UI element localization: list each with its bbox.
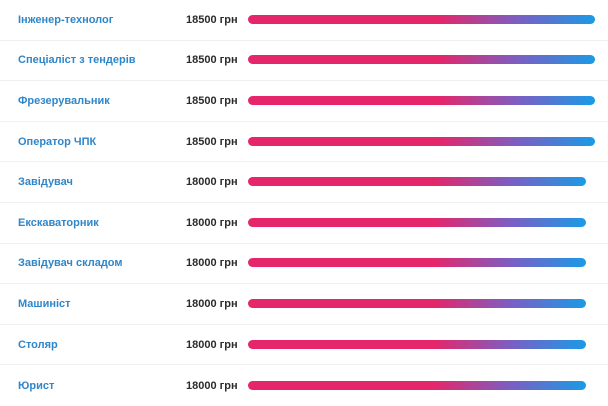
salary-bar-track xyxy=(248,55,595,65)
salary-bar xyxy=(248,217,586,227)
salary-value: 18000 грн xyxy=(186,379,238,392)
salary-bar-track xyxy=(248,380,595,390)
list-item: Інженер-технолог 18500 грн xyxy=(0,0,608,41)
salary-bar xyxy=(248,339,586,349)
list-item: Юрист 18000 грн xyxy=(0,365,608,406)
salary-bar xyxy=(248,380,586,390)
vacancy-title-link[interactable]: Столяр xyxy=(18,338,58,351)
salary-value: 18500 грн xyxy=(186,54,238,67)
vacancy-title-link[interactable]: Екскаваторник xyxy=(18,216,99,229)
vacancy-title-link[interactable]: Завідувач складом xyxy=(18,257,123,270)
list-item: Спеціаліст з тендерів 18500 грн xyxy=(0,41,608,82)
salary-value: 18500 грн xyxy=(186,94,238,107)
salary-bar-track xyxy=(248,258,595,268)
salary-bar xyxy=(248,14,595,24)
list-item: Завідувач складом 18000 грн xyxy=(0,244,608,285)
salary-value: 18000 грн xyxy=(186,257,238,270)
list-item: Машиніст 18000 грн xyxy=(0,284,608,325)
vacancy-title-link[interactable]: Інженер-технолог xyxy=(18,13,114,26)
salary-value: 18000 грн xyxy=(186,297,238,310)
list-item: Оператор ЧПК 18500 грн xyxy=(0,122,608,163)
salary-bar-track xyxy=(248,339,595,349)
salary-bar-track xyxy=(248,298,595,308)
salary-bar-track xyxy=(248,177,595,187)
salary-bar xyxy=(248,177,586,187)
salary-bar-track xyxy=(248,95,595,105)
salary-bar xyxy=(248,95,595,105)
salary-bar xyxy=(248,298,586,308)
vacancy-title-link[interactable]: Машиніст xyxy=(18,297,71,310)
vacancy-title-link[interactable]: Фрезерувальник xyxy=(18,94,110,107)
vacancy-title-link[interactable]: Спеціаліст з тендерів xyxy=(18,54,136,67)
salary-value: 18500 грн xyxy=(186,13,238,26)
salary-value: 18000 грн xyxy=(186,216,238,229)
salary-value: 18000 грн xyxy=(186,176,238,189)
list-item: Екскаваторник 18000 грн xyxy=(0,203,608,244)
salary-bar-track xyxy=(248,217,595,227)
salary-bar xyxy=(248,136,595,146)
vacancy-title-link[interactable]: Завідувач xyxy=(18,176,73,189)
list-item: Завідувач 18000 грн xyxy=(0,162,608,203)
salary-bar xyxy=(248,55,595,65)
salary-value: 18000 грн xyxy=(186,338,238,351)
list-item: Столяр 18000 грн xyxy=(0,325,608,366)
vacancy-title-link[interactable]: Оператор ЧПК xyxy=(18,135,97,148)
salary-bar-track xyxy=(248,14,595,24)
salary-bar xyxy=(248,258,586,268)
vacancy-title-link[interactable]: Юрист xyxy=(18,379,55,392)
salary-bar-track xyxy=(248,136,595,146)
list-item: Фрезерувальник 18500 грн xyxy=(0,81,608,122)
salary-value: 18500 грн xyxy=(186,135,238,148)
